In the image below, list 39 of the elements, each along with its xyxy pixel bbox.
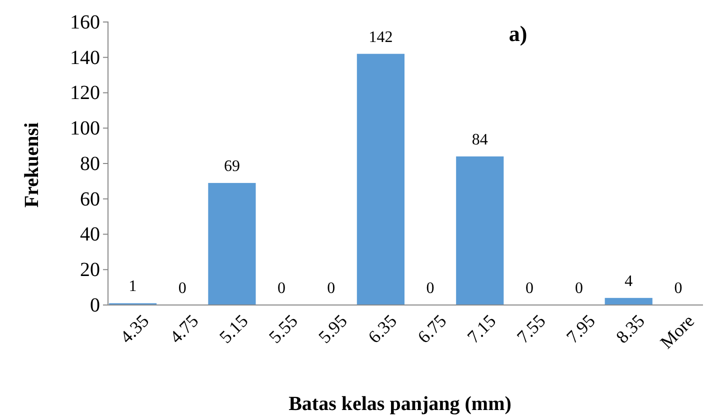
x-tick-label: 5.15 [215, 310, 252, 348]
data-label: 0 [327, 280, 336, 297]
y-tick-label: 60 [80, 188, 100, 210]
y-tick-label: 160 [70, 11, 100, 34]
x-tick-label: 4.35 [116, 310, 153, 348]
x-tick-label: 7.15 [463, 310, 500, 348]
data-label: 0 [426, 280, 434, 297]
x-tick-label: 6.35 [364, 310, 401, 348]
y-tick-label: 100 [70, 118, 100, 140]
x-tick-label: 6.75 [414, 310, 450, 348]
data-label: 4 [624, 272, 633, 290]
y-tick-label: 80 [80, 152, 100, 175]
x-tick-label: 8.35 [612, 310, 648, 348]
y-tick-label: 140 [70, 46, 100, 69]
bar [208, 182, 256, 305]
bar [456, 156, 504, 305]
data-label: 84 [472, 131, 488, 148]
x-tick-label: 5.95 [314, 310, 351, 348]
x-tick-label: 7.95 [562, 310, 599, 348]
y-tick-label: 20 [80, 259, 100, 282]
data-label: 0 [178, 280, 186, 297]
y-tick-label: 0 [90, 294, 100, 316]
data-label: 0 [674, 280, 682, 297]
x-tick-label: 4.75 [166, 310, 202, 348]
bar [356, 54, 405, 305]
x-axis-title: Batas kelas panjang (mm) [288, 393, 512, 415]
data-label: 0 [575, 280, 584, 297]
x-tick-label: 5.55 [264, 310, 302, 348]
x-tick-label: 7.55 [512, 310, 550, 348]
y-tick-label: 40 [80, 224, 100, 246]
chart-title: a) [508, 21, 528, 46]
data-label: 142 [368, 28, 393, 46]
y-axis-title: Frekuensi [21, 122, 43, 208]
y-tick-label: 120 [70, 82, 100, 104]
data-label: 0 [278, 280, 286, 297]
data-label: 1 [128, 278, 137, 296]
data-label: 69 [224, 158, 240, 175]
bar [604, 298, 652, 305]
data-label: 0 [525, 280, 534, 297]
